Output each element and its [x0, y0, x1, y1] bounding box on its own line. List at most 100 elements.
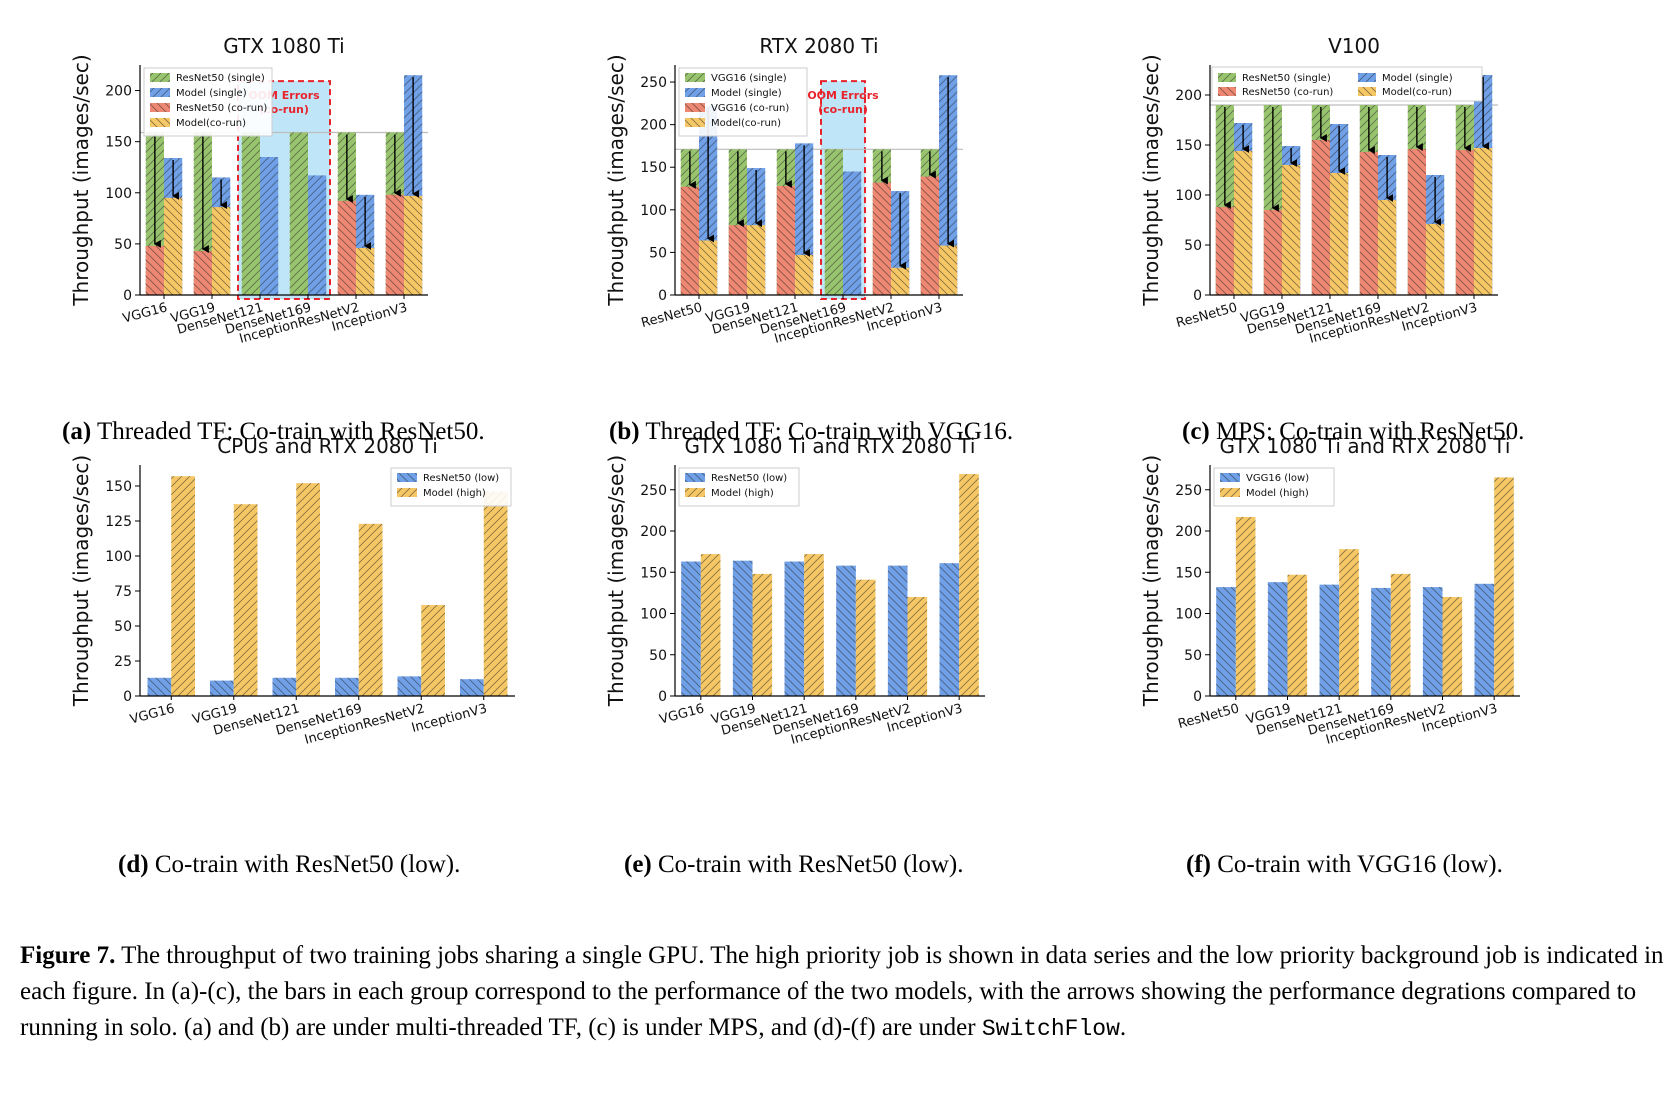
legend-label: ResNet50 (low) [423, 473, 499, 484]
bar-hatch [460, 679, 484, 696]
bar-hatch [145, 245, 164, 295]
legend-swatch-hatch [685, 73, 705, 82]
bar-hatch [337, 200, 356, 295]
chart-title: RTX 2080 Ti [759, 34, 878, 58]
legend-swatch-hatch [397, 473, 417, 482]
legend-label: Model(co-run) [1382, 87, 1452, 98]
y-tick-label: 100 [105, 549, 132, 565]
bar-hatch [241, 132, 260, 295]
y-tick-label: 100 [640, 607, 667, 623]
legend-swatch-hatch [150, 103, 170, 112]
bar-hatch [920, 176, 939, 295]
bar-hatch [289, 132, 308, 295]
bar-hatch [1494, 477, 1514, 696]
bar-hatch [1287, 574, 1308, 696]
bar-hatch [843, 171, 862, 295]
bar-hatch [795, 254, 814, 295]
bar-hatch [1371, 587, 1391, 696]
y-tick-label: 0 [658, 689, 667, 705]
bar-hatch [728, 225, 747, 295]
legend-swatch-hatch [685, 103, 705, 112]
oom-sublabel: (co-run) [818, 103, 868, 116]
bar-hatch [804, 554, 824, 696]
y-tick-label: 250 [640, 75, 667, 91]
bar-hatch [855, 579, 876, 696]
bar-hatch [1267, 582, 1288, 696]
y-tick-label: 150 [640, 160, 667, 176]
bar-hatch [700, 554, 721, 696]
x-tick-label: ResNet50 [640, 300, 704, 331]
chart-e: GTX 1080 Ti and RTX 2080 Ti Throughput (i… [604, 434, 985, 748]
bar-hatch [1282, 165, 1301, 295]
legend: VGG16 (low) Model (high) [1213, 467, 1335, 507]
legend: VGG16 (single) Model (single) VGG16 (co-ru… [678, 67, 808, 137]
oom-label: OOM Errors [807, 89, 879, 102]
y-tick-label: 150 [105, 479, 132, 495]
bar-hatch [891, 267, 910, 295]
legend-label: Model (single) [1382, 73, 1453, 84]
bar-hatch [1422, 587, 1443, 696]
bar-hatch [824, 149, 843, 295]
y-axis-label: Throughput (images/sec) [604, 54, 628, 306]
y-tick-label: 25 [114, 654, 132, 670]
y-axis-label: Throughput (images/sec) [1139, 455, 1163, 707]
chart-title: GTX 1080 Ti [223, 34, 344, 58]
y-axis-label: Throughput (images/sec) [1139, 54, 1163, 306]
legend-label: Model(co-run) [176, 118, 246, 129]
figure-caption: Figure 7. The throughput of two training… [20, 942, 1664, 1042]
legend-label: VGG16 (single) [711, 73, 787, 84]
y-tick-label: 200 [105, 84, 132, 100]
y-tick-label: 0 [1193, 288, 1202, 304]
bar-hatch [483, 491, 508, 696]
bar-hatch [404, 195, 423, 295]
bar-hatch [1474, 583, 1495, 696]
bar-hatch [1234, 151, 1253, 295]
legend-label: VGG16 (low) [1246, 473, 1309, 484]
legend-swatch-hatch [1358, 73, 1376, 82]
y-tick-label: 250 [1175, 483, 1202, 499]
bar-hatch [1378, 200, 1397, 295]
legend-label: ResNet50 (low) [711, 473, 787, 484]
bar-hatch [699, 240, 718, 295]
bar-hatch [1216, 587, 1236, 696]
x-tick-label: VGG16 [121, 300, 169, 326]
bar-hatch [959, 474, 979, 696]
bar-hatch [776, 185, 795, 295]
chart-b: RTX 2080 Ti Throughput (images/sec) OOM Er… [604, 34, 963, 347]
x-tick-label: ResNet50 [1177, 701, 1241, 732]
y-tick-label: 0 [123, 689, 132, 705]
legend-label: VGG16 (co-run) [711, 103, 789, 114]
y-tick-label: 100 [105, 186, 132, 202]
y-tick-label: 150 [1175, 565, 1202, 581]
y-tick-label: 0 [658, 288, 667, 304]
bar-hatch [836, 565, 856, 696]
y-axis-label: Throughput (images/sec) [604, 455, 628, 707]
bar-hatch [732, 560, 753, 696]
bar-hatch [356, 247, 375, 295]
legend-label: ResNet50 (single) [1242, 73, 1331, 84]
legend-swatch-hatch [685, 118, 705, 127]
bar-hatch [1390, 573, 1411, 696]
bar-hatch [752, 573, 773, 696]
bar-hatch [296, 483, 320, 696]
y-tick-label: 50 [1184, 648, 1202, 664]
bar-hatch [1474, 148, 1493, 295]
legend-label: Model (high) [1246, 488, 1309, 499]
bar-hatch [147, 677, 172, 696]
bar-hatch [1339, 549, 1359, 696]
legend-label: Model (single) [176, 88, 247, 99]
bar-hatch [233, 504, 258, 696]
legend-label: ResNet50 (single) [176, 73, 265, 84]
legend-swatch-hatch [685, 473, 705, 482]
bar-hatch [1330, 173, 1349, 295]
system-name: SwitchFlow [981, 1016, 1120, 1042]
bar-hatch [680, 186, 699, 295]
legend-box [1211, 66, 1483, 102]
y-tick-label: 200 [640, 524, 667, 540]
legend-swatch-hatch [1218, 87, 1236, 96]
subcaption-f: (f) Co-train with VGG16 (low). [1186, 851, 1503, 878]
legend-label: ResNet50 (co-run) [1242, 87, 1333, 98]
y-tick-label: 150 [640, 565, 667, 581]
legend-swatch-hatch [150, 118, 170, 127]
